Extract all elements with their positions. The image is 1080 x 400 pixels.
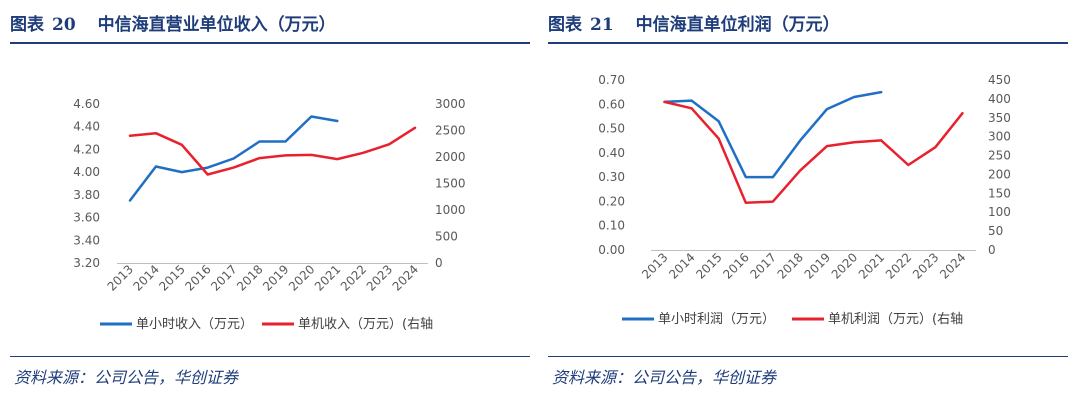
source-note: 资料来源：公司公告，华创证券: [552, 368, 777, 387]
y-left-tick-label: 0.10: [598, 219, 625, 233]
title-rule: [548, 42, 1068, 44]
x-category-label: 2018: [234, 262, 265, 293]
y-left-tick-label: 0.20: [598, 194, 625, 208]
series-line-2: [128, 126, 417, 176]
figure-number: 20: [52, 15, 76, 35]
y-right-tick-label: 250: [988, 149, 1011, 163]
x-category-label: 2018: [775, 250, 806, 281]
y-left-tick-label: 0.30: [598, 170, 625, 184]
y-right-tick-label: 450: [988, 73, 1011, 87]
y-right-tick-label: 100: [988, 205, 1011, 219]
figure-caption: 中信海直单位利润（万元）: [635, 15, 840, 35]
legend-label: 单小时利润（万元）: [658, 312, 775, 327]
x-category-label: 2014: [130, 262, 161, 293]
y-right-tick-label: 500: [435, 230, 458, 244]
legend-label: 单小时收入（万元）: [136, 317, 253, 332]
y-left-tick-label: 3.60: [73, 211, 100, 225]
figure-caption: 中信海直营业单位收入（万元）: [97, 15, 336, 35]
y-left-tick-label: 0.40: [598, 146, 625, 160]
y-left-tick-label: 4.40: [73, 120, 100, 134]
x-category-label: 2024: [937, 250, 968, 281]
y-left-tick-label: 3.40: [73, 233, 100, 247]
figure-label: 图表: [548, 15, 582, 35]
x-category-label: 2017: [208, 262, 239, 293]
x-category-label: 2013: [105, 262, 136, 293]
source-rule: [10, 356, 530, 357]
x-category-label: 2016: [720, 250, 751, 281]
figure-title: 图表 21 中信海直单位利润（万元）: [548, 10, 840, 35]
legend-label: 单机收入（万元）(右轴: [298, 317, 433, 332]
source-note: 资料来源：公司公告，华创证券: [14, 368, 239, 387]
y-left-tick-label: 4.60: [73, 97, 100, 111]
source-rule: [548, 356, 1068, 357]
x-category-label: 2013: [639, 250, 670, 281]
x-category-label: 2017: [747, 250, 778, 281]
series-line-1: [663, 90, 883, 179]
figure-title: 图表 20 中信海直营业单位收入（万元）: [10, 10, 336, 35]
x-category-label: 2016: [182, 262, 213, 293]
y-right-tick-label: 2000: [435, 150, 466, 164]
x-category-label: 2024: [390, 262, 421, 293]
x-category-label: 2014: [666, 250, 697, 281]
x-category-label: 2023: [364, 262, 395, 293]
title-rule: [10, 42, 530, 44]
y-right-tick-label: 0: [988, 243, 996, 257]
revenue-chart: 4.60 4.40 4.20 4.00 3.80 3.60 3.40 3.20 3000 2500…: [73, 97, 466, 332]
profit-chart: 0.70 0.60 0.50 0.40 0.30 0.20 0.10 0.00 450 400 35…: [598, 73, 1011, 327]
y-left-tick-label: 0.00: [598, 243, 625, 257]
y-right-tick-label: 400: [988, 92, 1011, 106]
y-left-tick-label: 3.80: [73, 188, 100, 202]
y-right-tick-label: 350: [988, 111, 1011, 125]
y-left-tick-label: 0.50: [598, 122, 625, 136]
y-right-tick-label: 150: [988, 186, 1011, 200]
y-right-tick-label: 1000: [435, 203, 466, 217]
series-line-2: [663, 100, 964, 205]
x-category-label: 2019: [802, 250, 833, 281]
y-right-tick-label: 0: [435, 256, 443, 270]
y-left-tick-label: 4.00: [73, 165, 100, 179]
x-category-label: 2020: [286, 262, 317, 293]
y-right-tick-label: 300: [988, 130, 1011, 144]
x-category-label: 2021: [856, 250, 887, 281]
y-right-tick-label: 3000: [435, 97, 466, 111]
left-figure-panel: 图表 20 中信海直营业单位收入（万元） 4.60 4.40 4.20 4.00 3.80 3…: [10, 0, 535, 400]
right-figure-panel: 图表 21 中信海直单位利润（万元） 0.70 0.60 0.50 0.40 0.30 0.2…: [548, 0, 1073, 400]
x-category-label: 2022: [883, 250, 914, 281]
figure-label: 图表: [10, 15, 44, 35]
y-right-tick-label: 1500: [435, 177, 466, 191]
x-category-label: 2021: [312, 262, 343, 293]
y-right-tick-label: 50: [988, 224, 1003, 238]
x-category-label: 2020: [829, 250, 860, 281]
y-left-tick-label: 0.70: [598, 73, 625, 87]
x-category-label: 2015: [693, 250, 724, 281]
y-left-tick-label: 4.20: [73, 142, 100, 156]
y-right-tick-label: 200: [988, 167, 1011, 181]
x-category-label: 2015: [156, 262, 187, 293]
y-left-tick-label: 0.60: [598, 97, 625, 111]
x-category-label: 2019: [260, 262, 291, 293]
y-left-tick-label: 3.20: [73, 256, 100, 270]
series-line-1: [128, 115, 339, 202]
x-category-label: 2022: [338, 262, 369, 293]
figure-number: 21: [590, 15, 614, 35]
x-category-label: 2023: [910, 250, 941, 281]
y-right-tick-label: 2500: [435, 124, 466, 138]
legend-label: 单机利润（万元）(右轴: [828, 312, 963, 327]
